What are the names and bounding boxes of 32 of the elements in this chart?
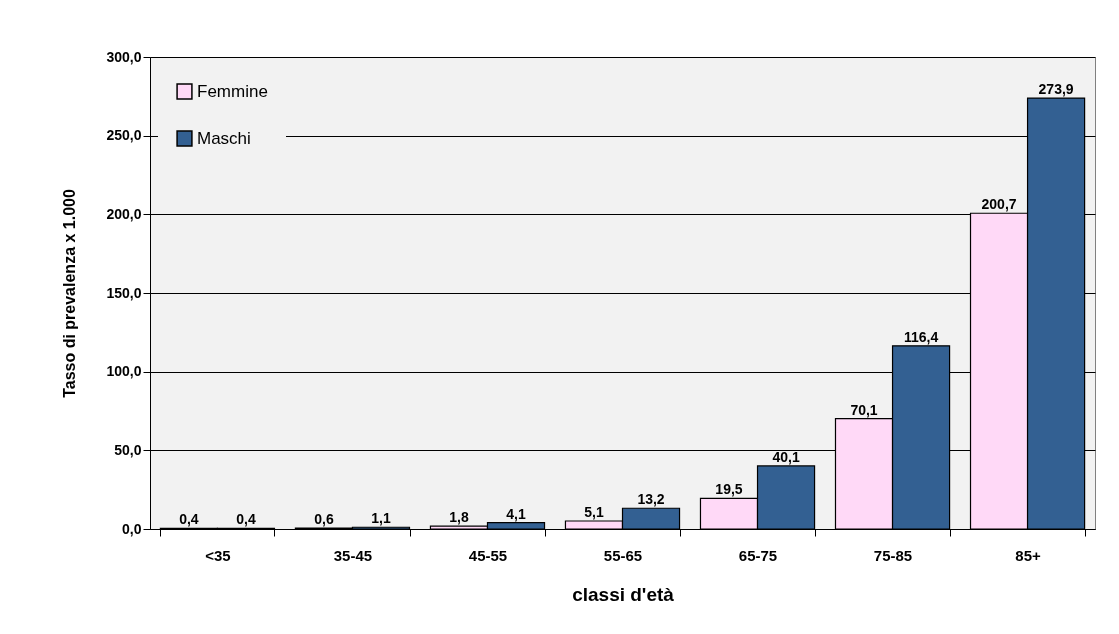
data-label: 1,8: [449, 509, 469, 526]
data-label: 0,4: [179, 511, 199, 528]
y-tick-label: 200,0: [106, 205, 142, 222]
data-label: 200,7: [981, 196, 1017, 213]
data-label: 40,1: [772, 448, 800, 465]
data-label: 1,1: [371, 510, 391, 527]
x-tick-label: 35-45: [333, 546, 373, 564]
x-tick-label: 55-65: [603, 546, 643, 564]
data-label: 0,6: [314, 511, 334, 528]
y-tick-label: 100,0: [106, 363, 142, 380]
data-label: 273,9: [1038, 81, 1074, 98]
legend-label: Maschi: [197, 128, 251, 148]
x-tick-label: <35: [205, 546, 231, 564]
x-tick-label: 75-85: [873, 546, 913, 564]
data-label: 70,1: [850, 401, 878, 418]
x-tick-label: 85+: [1015, 546, 1042, 564]
data-label: 19,5: [715, 481, 743, 498]
data-label: 116,4: [903, 328, 939, 345]
legend-label: Femmine: [197, 81, 268, 101]
y-axis-title: Tasso di prevalenza x 1.000: [61, 189, 79, 398]
x-axis-title: classi d'età: [572, 583, 675, 605]
x-tick-label: 45-55: [468, 546, 508, 564]
data-label: 5,1: [584, 503, 604, 520]
y-tick-label: 300,0: [106, 48, 142, 65]
y-tick-label: 250,0: [106, 127, 142, 144]
y-tick-label: 50,0: [114, 441, 142, 458]
y-tick-label: 150,0: [106, 284, 142, 301]
data-label: 4,1: [506, 505, 526, 522]
y-tick-label: 0,0: [122, 520, 142, 537]
x-tick-label: 65-75: [738, 546, 778, 564]
data-label: 13,2: [637, 491, 665, 508]
data-label: 0,4: [236, 511, 256, 528]
